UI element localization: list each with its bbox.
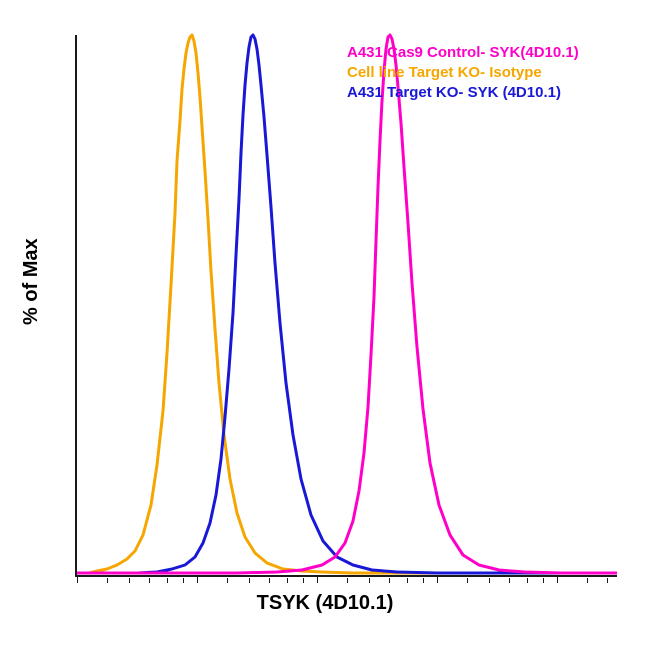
x-minor-tick xyxy=(107,578,108,583)
x-minor-tick xyxy=(389,578,390,583)
x-major-tick xyxy=(557,575,558,583)
x-minor-tick xyxy=(543,578,544,583)
legend-item: A431 Cas9 Control- SYK(4D10.1) xyxy=(347,43,579,63)
x-major-tick xyxy=(437,575,438,583)
y-axis-label: % of Max xyxy=(20,238,43,325)
x-major-tick xyxy=(77,575,78,583)
x-major-tick xyxy=(197,575,198,583)
x-minor-tick xyxy=(347,578,348,583)
series-target-ko xyxy=(77,35,617,573)
x-minor-tick xyxy=(269,578,270,583)
x-minor-tick xyxy=(227,578,228,583)
x-minor-tick xyxy=(129,578,130,583)
plot-axes: A431 Cas9 Control- SYK(4D10.1)Cell line … xyxy=(75,35,617,577)
x-minor-tick xyxy=(423,578,424,583)
x-minor-tick xyxy=(167,578,168,583)
x-minor-tick xyxy=(407,578,408,583)
legend-item: Cell line Target KO- Isotype xyxy=(347,63,579,83)
x-minor-tick xyxy=(587,578,588,583)
flow-cytometry-chart: A431 Cas9 Control- SYK(4D10.1)Cell line … xyxy=(75,35,615,575)
x-minor-tick xyxy=(607,578,608,583)
x-minor-tick xyxy=(249,578,250,583)
histogram-curves xyxy=(77,35,617,575)
x-minor-tick xyxy=(303,578,304,583)
x-minor-tick xyxy=(149,578,150,583)
series-cas9-control xyxy=(77,35,617,573)
x-axis-ticks xyxy=(77,575,617,583)
series-isotype xyxy=(77,35,617,573)
x-minor-tick xyxy=(287,578,288,583)
chart-legend: A431 Cas9 Control- SYK(4D10.1)Cell line … xyxy=(347,43,579,103)
x-minor-tick xyxy=(509,578,510,583)
x-minor-tick xyxy=(489,578,490,583)
x-axis-label: TSYK (4D10.1) xyxy=(0,592,650,615)
x-minor-tick xyxy=(183,578,184,583)
x-minor-tick xyxy=(467,578,468,583)
x-minor-tick xyxy=(527,578,528,583)
x-major-tick xyxy=(317,575,318,583)
legend-item: A431 Target KO- SYK (4D10.1) xyxy=(347,83,579,103)
x-minor-tick xyxy=(369,578,370,583)
